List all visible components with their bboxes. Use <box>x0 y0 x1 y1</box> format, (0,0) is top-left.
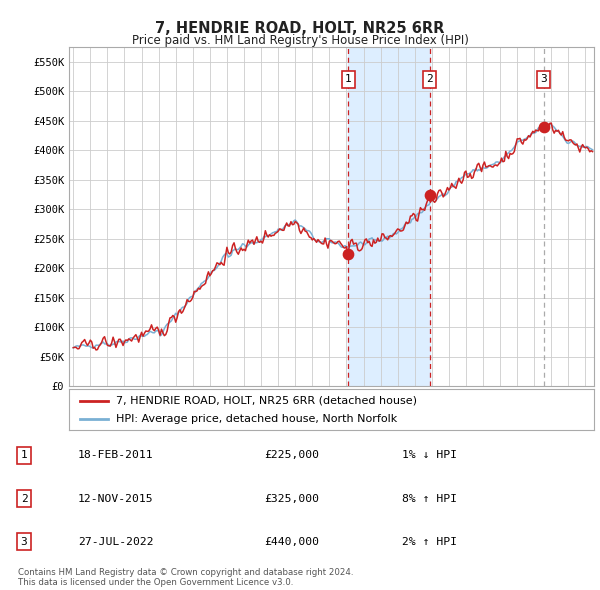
Text: £440,000: £440,000 <box>264 537 319 546</box>
Text: HPI: Average price, detached house, North Norfolk: HPI: Average price, detached house, Nort… <box>116 415 398 424</box>
Text: 2: 2 <box>426 74 433 84</box>
Text: 27-JUL-2022: 27-JUL-2022 <box>78 537 154 546</box>
Text: 12-NOV-2015: 12-NOV-2015 <box>78 494 154 503</box>
Text: 8% ↑ HPI: 8% ↑ HPI <box>402 494 457 503</box>
Point <box>344 249 353 258</box>
Text: 1% ↓ HPI: 1% ↓ HPI <box>402 451 457 460</box>
Text: 7, HENDRIE ROAD, HOLT, NR25 6RR: 7, HENDRIE ROAD, HOLT, NR25 6RR <box>155 21 445 35</box>
Text: This data is licensed under the Open Government Licence v3.0.: This data is licensed under the Open Gov… <box>18 578 293 587</box>
Point <box>425 190 434 199</box>
Text: 7, HENDRIE ROAD, HOLT, NR25 6RR (detached house): 7, HENDRIE ROAD, HOLT, NR25 6RR (detache… <box>116 396 417 406</box>
Text: 3: 3 <box>20 537 28 546</box>
Text: Contains HM Land Registry data © Crown copyright and database right 2024.: Contains HM Land Registry data © Crown c… <box>18 568 353 576</box>
Text: 1: 1 <box>20 451 28 460</box>
Point <box>539 122 549 132</box>
Text: Price paid vs. HM Land Registry's House Price Index (HPI): Price paid vs. HM Land Registry's House … <box>131 34 469 47</box>
Text: £225,000: £225,000 <box>264 451 319 460</box>
Text: 2% ↑ HPI: 2% ↑ HPI <box>402 537 457 546</box>
Text: 1: 1 <box>345 74 352 84</box>
Bar <box>349 47 430 386</box>
Text: £325,000: £325,000 <box>264 494 319 503</box>
Text: 2: 2 <box>20 494 28 503</box>
Text: 18-FEB-2011: 18-FEB-2011 <box>78 451 154 460</box>
Text: 3: 3 <box>541 74 547 84</box>
